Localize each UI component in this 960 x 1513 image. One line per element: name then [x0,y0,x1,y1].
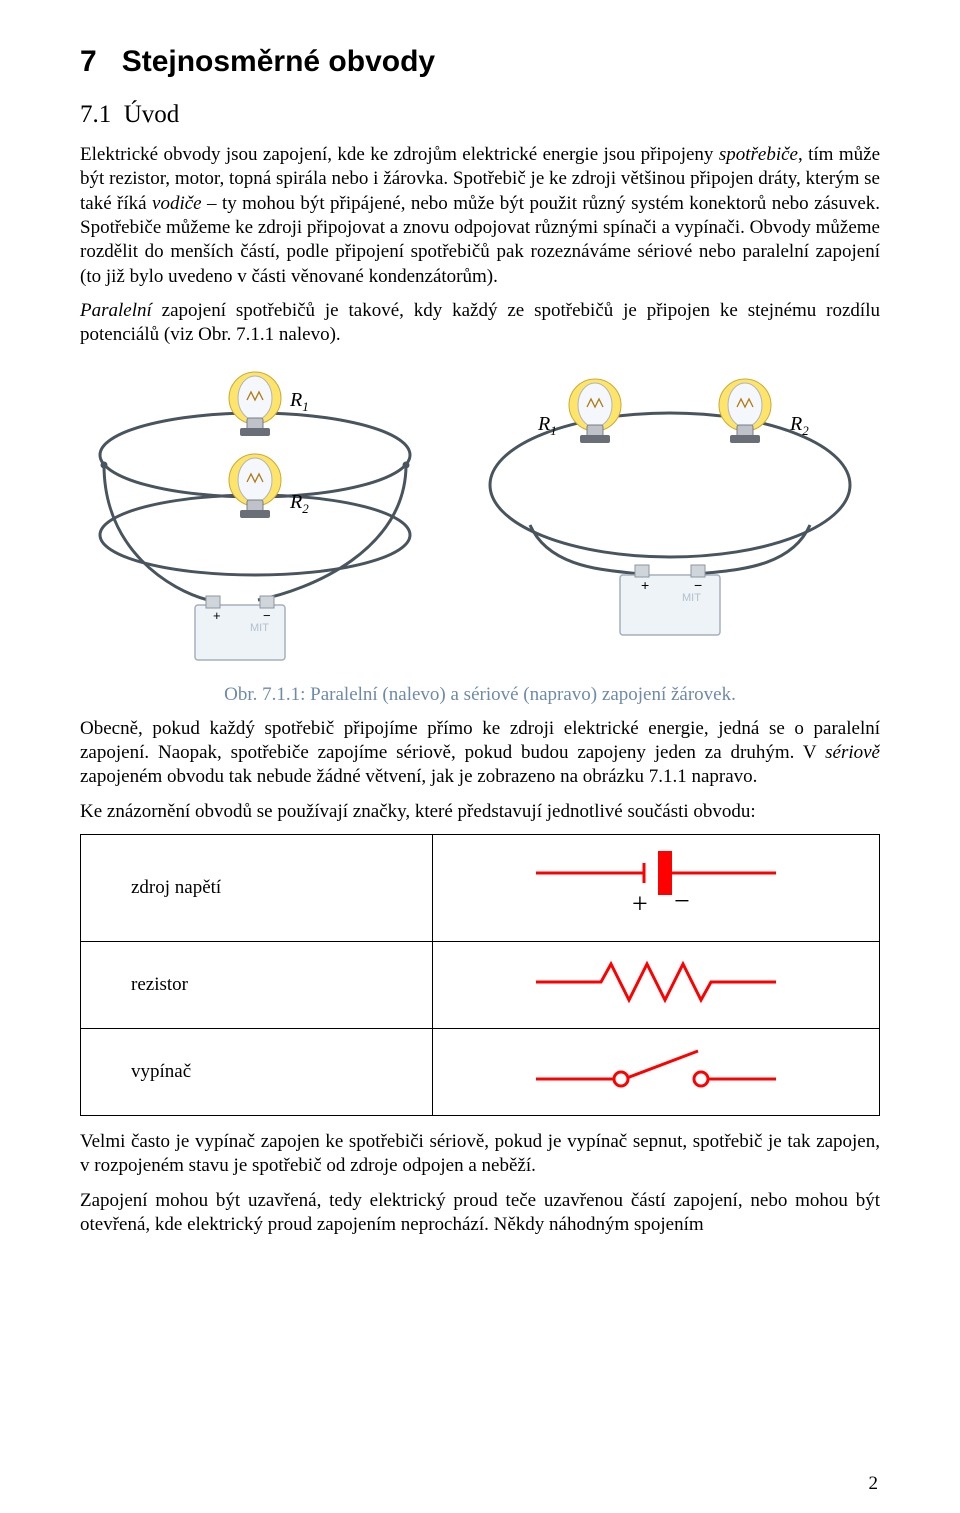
p2-part-b: zapojení spotřebičů je takové, kdy každý… [80,300,880,345]
minus-terminal-label: − [694,577,702,593]
figure-svg: R1 R2 [80,360,880,680]
section-title: Úvod [124,101,180,128]
voltage-source-icon: + − [526,845,786,925]
p1-italic-vodice: vodiče [152,193,202,214]
p2-italic-paralelni: Paralelní [80,300,152,321]
parallel-circuit: R1 R2 [100,372,410,660]
chapter-heading: 7 Stejnosměrné obvody [80,45,880,79]
bulb-series-r2 [719,379,771,443]
symbol-cell-voltage-source: + − [432,835,879,942]
p3-part-c: zapojeném obvodu tak nebude žádné větven… [80,766,757,787]
symbol-cell-switch [432,1029,879,1116]
label-series-r1: R1 [537,413,557,438]
p3-part-a: Obecně, pokud každý spotřebič připojíme … [80,718,880,763]
symbol-cell-resistor [432,942,879,1029]
paragraph-2: Paralelní zapojení spotřebičů je takové,… [80,299,880,348]
figure-caption-prefix: Obr. 7.1.1: [224,684,310,705]
minus-label: − [674,886,690,917]
section-number: 7.1 [80,101,111,128]
p3-italic-seriove: sériově [825,742,880,763]
plus-label: + [632,889,648,920]
resistor-icon [526,952,786,1012]
battery-brand-label: MIT [250,622,269,634]
switch-icon [526,1039,786,1099]
plus-terminal-label: + [213,608,221,623]
battery-series: + − MIT [620,565,720,635]
figure-7-1-1: R1 R2 [80,360,880,680]
paragraph-1: Elektrické obvody jsou zapojení, kde ke … [80,143,880,289]
label-r1: R1 [289,389,309,414]
paragraph-6: Zapojení mohou být uzavřená, tedy elektr… [80,1189,880,1238]
label-series-r2: R2 [789,413,809,438]
series-circuit: R1 R2 + − [490,379,850,635]
symbol-label-switch: vypínač [81,1029,433,1116]
page-number: 2 [869,1473,879,1495]
plus-terminal-label: + [641,577,649,593]
battery-brand-label: MIT [682,592,701,604]
paragraph-4: Ke znázornění obvodů se používají značky… [80,800,880,824]
paragraph-5: Velmi často je vypínač zapojen ke spotře… [80,1130,880,1179]
table-row: zdroj napětí + − [81,835,880,942]
figure-caption: Obr. 7.1.1: Paralelní (nalevo) a sériové… [80,683,880,707]
p1-part-a: Elektrické obvody jsou zapojení, kde ke … [80,144,719,165]
chapter-number: 7 [80,45,97,78]
symbols-table: zdroj napětí + − rezistor [80,834,880,1116]
symbol-label-voltage-source: zdroj napětí [81,835,433,942]
table-row: vypínač [81,1029,880,1116]
p1-italic-spotrebice: spotřebiče [719,144,798,165]
bulb-parallel-r1 [229,372,281,436]
paragraph-3: Obecně, pokud každý spotřebič připojíme … [80,717,880,790]
bulb-parallel-r2 [229,454,281,518]
symbol-label-resistor: rezistor [81,942,433,1029]
battery-parallel: + − MIT [195,596,285,660]
table-row: rezistor [81,942,880,1029]
chapter-title: Stejnosměrné obvody [122,45,435,78]
section-heading: 7.1 Úvod [80,101,880,129]
figure-caption-text: Paralelní (nalevo) a sériové (napravo) z… [310,684,736,705]
minus-terminal-label: − [263,608,271,623]
bulb-series-r1 [569,379,621,443]
